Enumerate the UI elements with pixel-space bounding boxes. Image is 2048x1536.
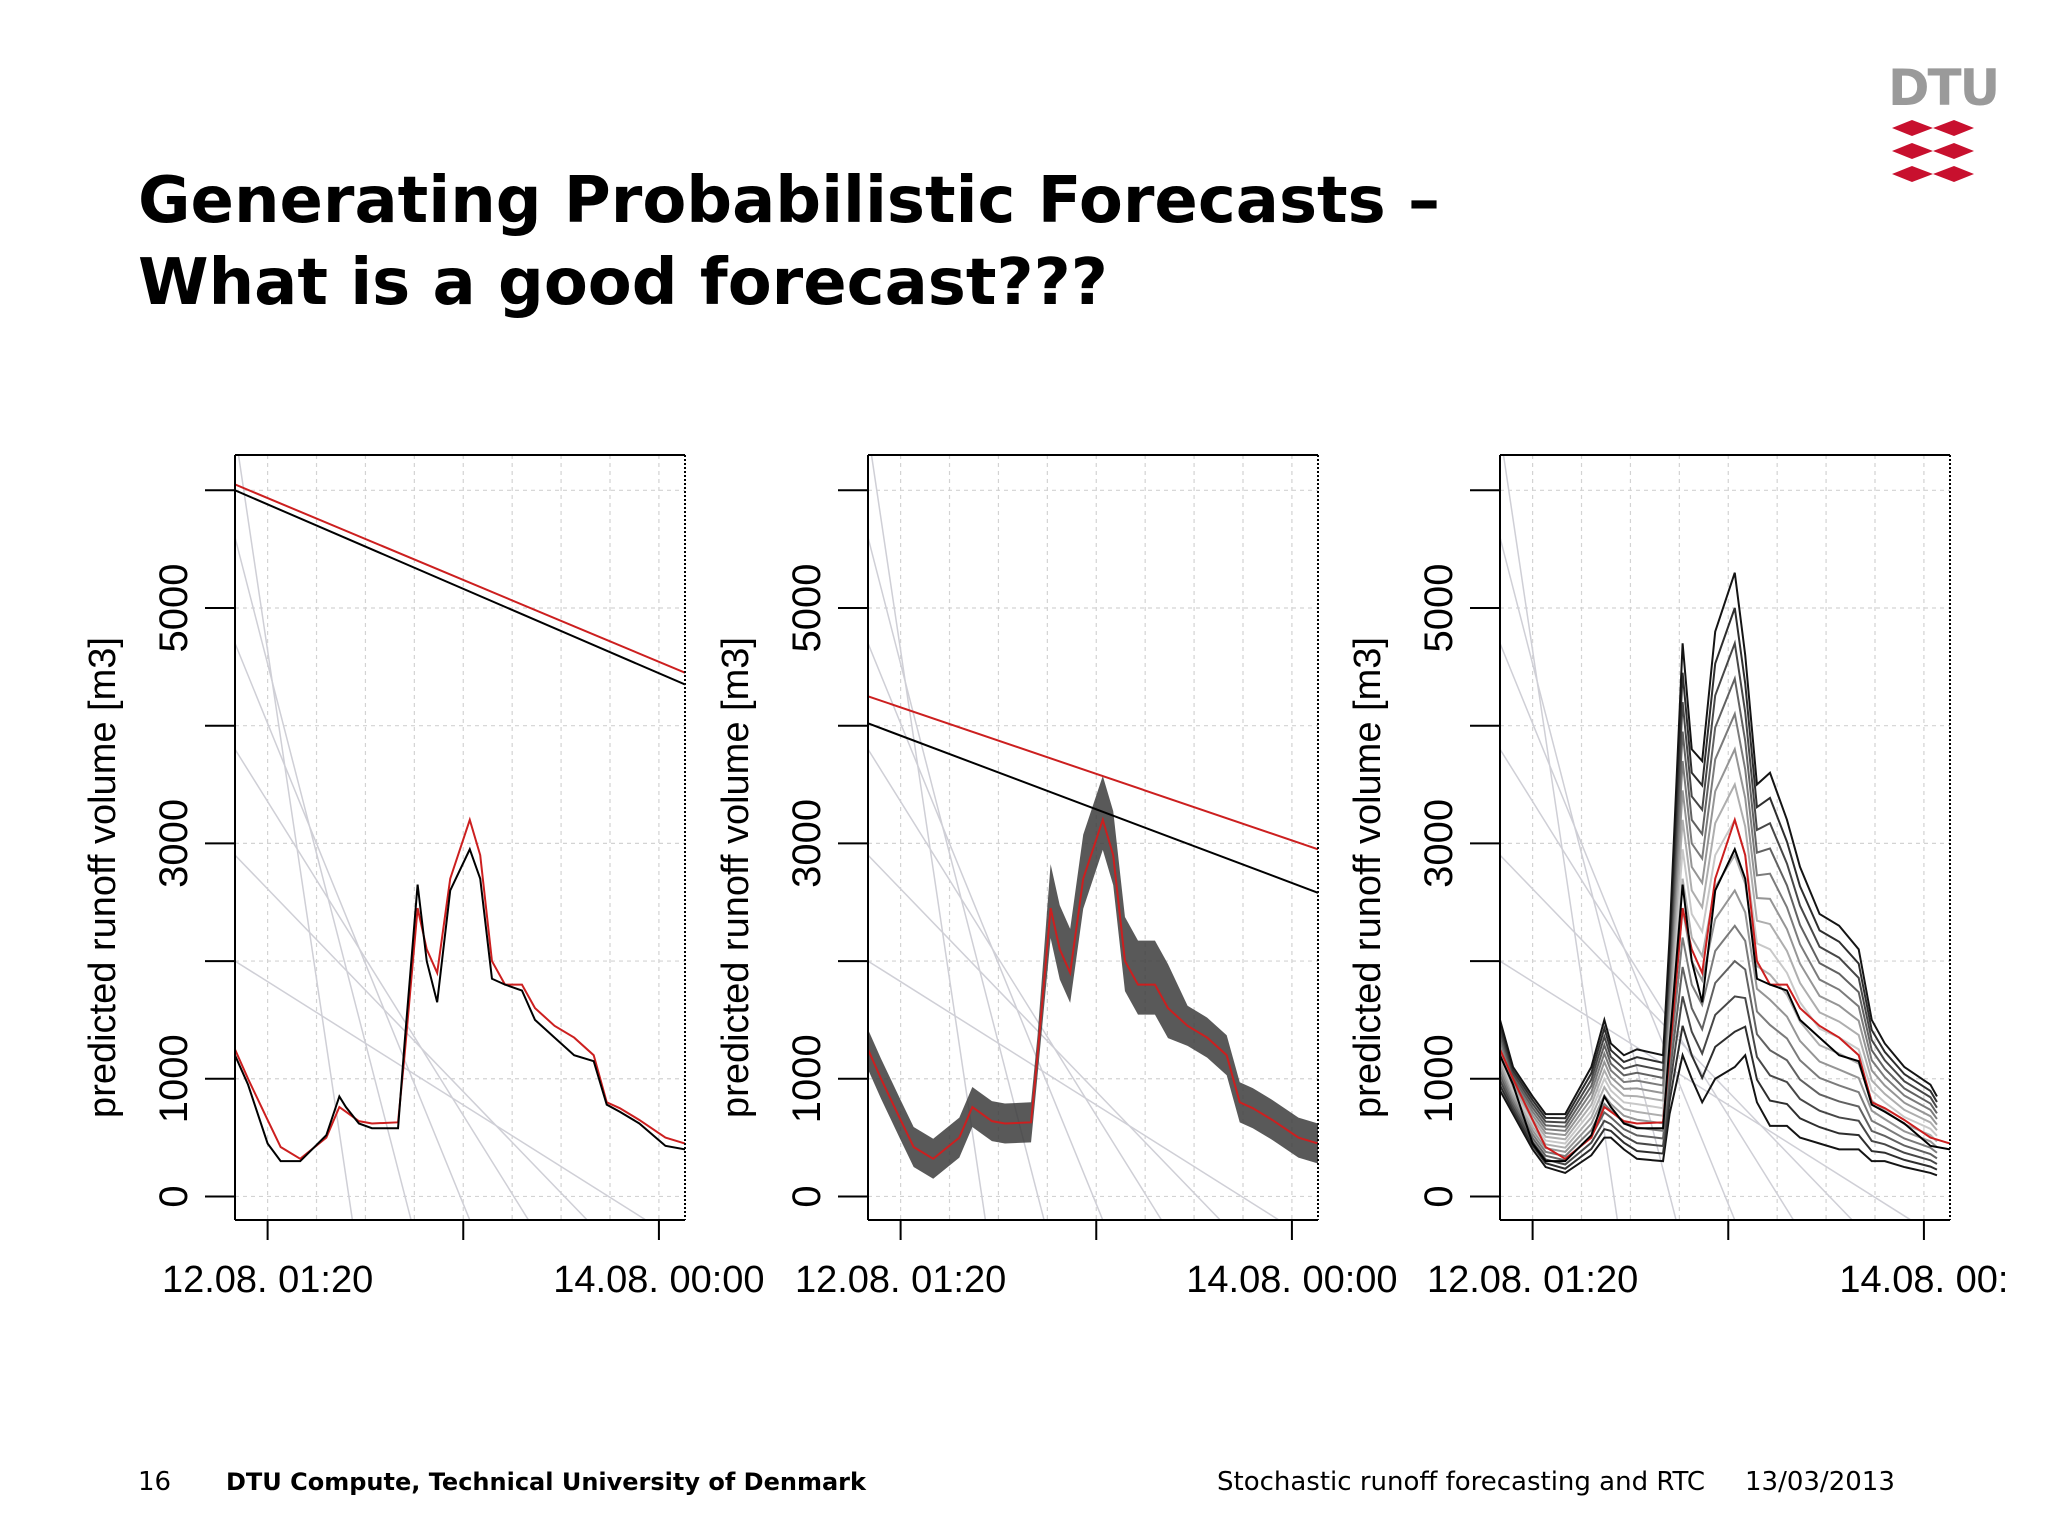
- x-tick-label: 14.08. 00:: [1839, 1259, 2008, 1301]
- ensemble-member: [1500, 674, 1938, 1128]
- guide-line: [868, 748, 1163, 1220]
- slide-title: Generating Probabilistic Forecasts – Wha…: [138, 160, 1738, 324]
- guide-line: [868, 960, 1280, 1220]
- guide-line: [1500, 748, 1795, 1220]
- y-tick-label: 1000: [152, 1034, 196, 1123]
- guide-line: [237, 455, 354, 1220]
- ensemble-member: [1500, 924, 1938, 1158]
- guide-line: [235, 854, 588, 1220]
- dtu-waves-icon: [1892, 120, 1974, 182]
- y-axis-label: predicted runoff volume [m3]: [1347, 637, 1389, 1118]
- ensemble-member: [1500, 1051, 1938, 1177]
- guide-line: [1500, 643, 1736, 1220]
- x-tick-label: 12.08. 01:20: [1427, 1259, 1638, 1301]
- y-tick-label: 3000: [152, 799, 196, 888]
- slide-title-line1: Generating Probabilistic Forecasts –: [138, 164, 1440, 238]
- y-tick-label: 5000: [785, 564, 829, 653]
- ensemble-member: [1500, 1025, 1938, 1171]
- x-tick-label: 12.08. 01:20: [162, 1259, 373, 1301]
- series-forecast-trend: [868, 695, 1318, 851]
- series-observed: [1500, 846, 1950, 1163]
- ensemble-band: [868, 775, 1318, 1179]
- guide-line: [235, 748, 530, 1220]
- x-tick-label: 14.08. 00:00: [1186, 1259, 1397, 1301]
- ensemble-member: [1500, 995, 1938, 1166]
- guide-line: [1500, 960, 1912, 1220]
- ensemble-member: [1500, 817, 1938, 1145]
- y-tick-label: 5000: [1417, 564, 1461, 653]
- series-forecast: [868, 816, 1318, 1161]
- y-tick-label: 3000: [1417, 799, 1461, 888]
- guide-line: [235, 960, 647, 1220]
- guide-line: [235, 643, 471, 1220]
- ensemble-member: [1500, 639, 1938, 1124]
- series-observed: [235, 846, 685, 1163]
- series-forecast: [235, 816, 685, 1161]
- y-tick-label: 0: [1417, 1185, 1461, 1207]
- ensemble-member: [1500, 572, 1938, 1116]
- footer-page-number: 16: [138, 1467, 172, 1497]
- series-forecast: [1500, 816, 1950, 1161]
- chart-panel-3: 0 1000 3000 5000 predicted runoff volume [m3…: [1347, 454, 2008, 1301]
- x-tick-label: 14.08. 00:00: [553, 1259, 764, 1301]
- y-axis-label: predicted runoff volume [m3]: [82, 637, 124, 1118]
- x-tick-label: 12.08. 01:20: [795, 1259, 1006, 1301]
- guide-line: [868, 643, 1104, 1220]
- series-observed-trend: [235, 489, 685, 686]
- series-forecast-trend: [235, 483, 685, 674]
- ensemble-member: [1500, 781, 1938, 1141]
- y-tick-label: 0: [785, 1185, 829, 1207]
- y-tick-label: 1000: [1417, 1034, 1461, 1123]
- y-axis-label: predicted runoff volume [m3]: [715, 637, 757, 1118]
- footer-organization: DTU Compute, Technical University of Den…: [226, 1468, 866, 1496]
- chart-panel-1: 0 1000 3000 5000 predicted runoff volume [m3…: [82, 454, 765, 1301]
- chart-panel-2: 0 1000 3000 5000 predicted runoff volume [m3…: [715, 454, 1398, 1301]
- guide-line: [868, 854, 1221, 1220]
- y-tick-label: 1000: [785, 1034, 829, 1123]
- footer-date: 13/03/2013: [1745, 1467, 1895, 1497]
- ensemble-member: [1500, 710, 1938, 1132]
- series-observed-trend: [868, 722, 1318, 894]
- ensemble-member: [1500, 746, 1938, 1137]
- slide-title-line2: What is a good forecast???: [138, 246, 1108, 320]
- guide-line: [235, 537, 412, 1220]
- y-tick-label: 0: [152, 1185, 196, 1207]
- guide-line: [870, 455, 987, 1220]
- footer-talk-title: Stochastic runoff forecasting and RTC: [1217, 1467, 1706, 1497]
- y-tick-label: 3000: [785, 799, 829, 888]
- ensemble-member: [1500, 607, 1938, 1120]
- y-tick-label: 5000: [152, 564, 196, 653]
